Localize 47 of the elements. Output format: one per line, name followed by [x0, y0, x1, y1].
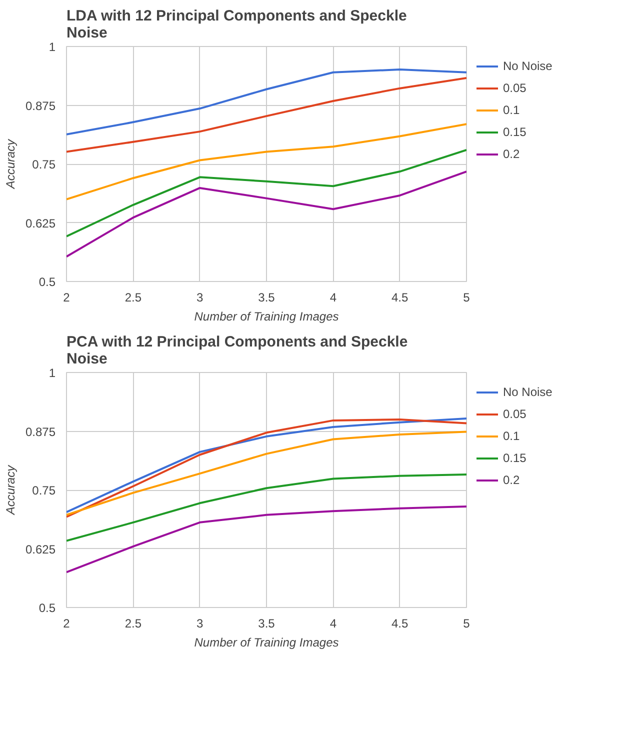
- legend-label: 0.2: [503, 473, 521, 487]
- legend-label: 0.1: [503, 103, 521, 117]
- x-tick-label: 5: [463, 616, 470, 630]
- y-tick-label: 0.5: [38, 601, 56, 615]
- line-series: [66, 123, 466, 200]
- line-series: [66, 473, 466, 542]
- x-tick-label: 2: [63, 616, 70, 630]
- x-tick-label: 2: [63, 290, 70, 304]
- x-tick-label: 3.5: [258, 616, 276, 630]
- legend-label: No Noise: [503, 385, 552, 399]
- y-tick-label: 0.875: [25, 424, 56, 439]
- x-tick-label: 3.5: [258, 290, 276, 304]
- line-series: [66, 76, 466, 153]
- y-tick-label: 0.625: [25, 542, 56, 556]
- y-tick-label: 1: [48, 366, 56, 380]
- y-tick-label: 1: [48, 40, 56, 54]
- x-tick-label: 2.5: [124, 616, 142, 630]
- legend-label: 0.1: [503, 429, 521, 443]
- y-tick-label: 0.875: [25, 98, 56, 113]
- line-series: [66, 505, 466, 574]
- x-axis-title: Number of Training Images: [194, 310, 339, 324]
- legend-label: 0.05: [503, 407, 526, 421]
- line-series: [66, 68, 466, 136]
- x-tick-label: 4.5: [391, 616, 408, 630]
- x-tick-label: 3: [196, 290, 204, 304]
- legend-label: 0.15: [503, 125, 526, 139]
- x-axis-title: Number of Training Images: [194, 636, 339, 650]
- y-axis-title: Accuracy: [3, 138, 18, 190]
- x-tick-label: 3: [196, 616, 204, 630]
- line-series: [66, 148, 466, 238]
- legend-label: 0.05: [503, 81, 526, 95]
- x-tick-label: 4: [330, 290, 337, 304]
- line-series: [66, 170, 466, 258]
- y-axis-title: Accuracy: [3, 464, 18, 516]
- y-tick-label: 0.625: [25, 216, 56, 230]
- x-tick-label: 4: [330, 616, 337, 630]
- legend-label: No Noise: [503, 59, 552, 73]
- x-tick-label: 4.5: [391, 290, 408, 304]
- y-tick-label: 0.5: [38, 275, 56, 289]
- x-tick-label: 5: [463, 290, 470, 304]
- y-tick-label: 0.75: [32, 484, 56, 498]
- legend-label: 0.2: [503, 147, 521, 161]
- legend-label: 0.15: [503, 451, 526, 465]
- x-tick-label: 2.5: [124, 290, 142, 304]
- chart-title: LDA with 12 Principal Components and Speckle Noise: [66, 8, 407, 42]
- chart-title: PCA with 12 Principal Components and Speckle Noise: [66, 334, 408, 368]
- y-tick-label: 0.75: [32, 158, 56, 172]
